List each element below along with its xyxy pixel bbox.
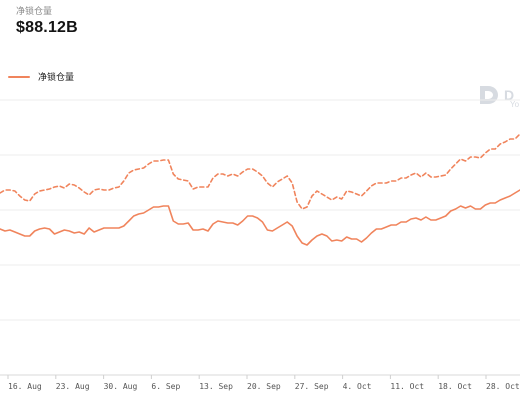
x-tick-label: 23. Aug xyxy=(56,382,90,391)
x-tick-label: 20. Sep xyxy=(247,382,281,391)
metric-label: 净锁仓量 xyxy=(16,6,53,16)
x-tick-label: 16. Aug xyxy=(8,382,42,391)
x-tick-label: 4. Oct xyxy=(343,382,372,391)
x-tick-label: 11. Oct xyxy=(390,382,424,391)
series-layer xyxy=(0,133,520,246)
x-tick-label: 13. Sep xyxy=(199,382,233,391)
metric-value: $88.12B xyxy=(16,19,78,36)
legend-label: 净锁仓量 xyxy=(38,72,75,82)
watermark-subtext: Yo xyxy=(510,100,520,109)
series-line-dashed xyxy=(0,133,520,210)
x-axis-ticks: 16. Aug 23. Aug 30. Aug 6. Sep 13. Sep 20. Se… xyxy=(7,375,520,391)
x-tick-label: 30. Aug xyxy=(104,382,138,391)
legend-item[interactable]: 净锁仓量 xyxy=(8,70,74,83)
x-tick-label: 27. Sep xyxy=(295,382,329,391)
x-tick-label: 28. Oct xyxy=(486,382,520,391)
x-tick-label: 18. Oct xyxy=(438,382,472,391)
legend-swatch xyxy=(8,75,30,78)
gridlines xyxy=(0,99,520,376)
x-tick-label: 6. Sep xyxy=(151,382,180,391)
series-line-solid xyxy=(0,189,520,246)
watermark-text: D xyxy=(504,87,515,103)
metric-header: 净锁仓量 $88.12B xyxy=(16,6,78,37)
